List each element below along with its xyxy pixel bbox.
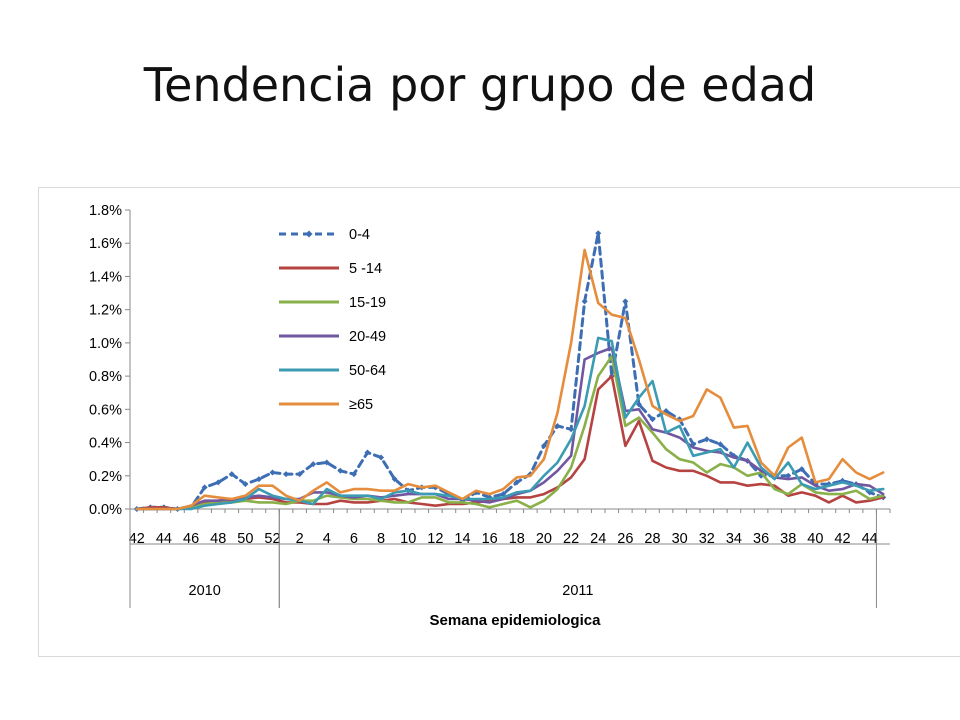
x-tick-label: 16 xyxy=(482,531,498,547)
x-tick-label: 20 xyxy=(536,531,552,547)
year-label: 2010 xyxy=(189,583,221,599)
legend-label: 15-19 xyxy=(349,295,386,311)
data-point-marker xyxy=(337,467,344,474)
x-tick-label: 42 xyxy=(834,531,850,547)
data-point-marker xyxy=(540,442,547,449)
x-tick-label: 8 xyxy=(377,531,385,547)
chart-axes: 0.0% 0.2% 0.4% 0.6% 0.8% 1.0% 1.2% 1.4% 1.6% 1.8%… xyxy=(89,203,891,608)
y-tick-label: 1.8% xyxy=(89,203,122,219)
data-point-marker xyxy=(622,298,629,305)
x-tick-label: 10 xyxy=(400,531,416,547)
y-tick-label: 1.6% xyxy=(89,236,122,252)
data-point-marker xyxy=(310,461,317,468)
x-tick-label: 40 xyxy=(807,531,823,547)
series-line-0 xyxy=(135,231,885,511)
x-tick-label: 42 xyxy=(129,531,145,547)
series-line-4 xyxy=(135,336,885,511)
y-tick-label: 0.4% xyxy=(89,436,122,452)
data-point-marker xyxy=(255,476,262,483)
chart-frame: 0.0% 0.2% 0.4% 0.6% 0.8% 1.0% 1.2% 1.4% 1.6% 1.8%… xyxy=(38,187,960,657)
series-line-5 xyxy=(135,248,885,511)
x-tick-label: 12 xyxy=(427,531,443,547)
data-point-marker xyxy=(568,426,575,433)
x-tick-label: 48 xyxy=(210,531,226,547)
data-point-marker xyxy=(269,469,276,476)
chart-legend: 0-4 5 -14 15-19 20-49 50-64 ≥65 xyxy=(279,227,386,413)
x-tick-label: 2 xyxy=(296,531,304,547)
y-tick-label: 1.4% xyxy=(89,269,122,285)
x-tick-label: 52 xyxy=(264,531,280,547)
series-line-3 xyxy=(135,346,885,511)
year-label: 2011 xyxy=(562,583,593,599)
x-tick-label: 46 xyxy=(183,531,199,547)
data-point-marker xyxy=(554,422,561,429)
data-point-marker xyxy=(391,476,398,483)
data-point-marker xyxy=(364,449,371,456)
x-tick-label: 28 xyxy=(644,531,660,547)
data-point-marker xyxy=(649,416,656,423)
legend-label: ≥65 xyxy=(349,397,373,413)
series-line-2 xyxy=(135,354,885,511)
x-tick-label: 50 xyxy=(237,531,253,547)
data-point-marker xyxy=(283,471,290,478)
y-tick-label: 1.0% xyxy=(89,336,122,352)
line-chart: 0.0% 0.2% 0.4% 0.6% 0.8% 1.0% 1.2% 1.4% 1.6% 1.8%… xyxy=(89,203,891,629)
y-tick-label: 0.0% xyxy=(89,502,122,518)
x-tick-label: 34 xyxy=(726,531,742,547)
x-tick-label: 44 xyxy=(156,531,172,547)
x-tick-label: 26 xyxy=(617,531,633,547)
x-tick-label: 4 xyxy=(323,531,331,547)
x-tick-label: 22 xyxy=(563,531,579,547)
legend-label: 0-4 xyxy=(349,227,370,243)
data-point-marker xyxy=(228,471,235,478)
data-point-marker xyxy=(296,471,303,478)
x-tick-label: 30 xyxy=(672,531,688,547)
x-tick-label: 24 xyxy=(590,531,606,547)
x-axis-label: Semana epidemiologica xyxy=(430,612,602,629)
data-point-marker xyxy=(717,441,724,448)
x-tick-label: 36 xyxy=(753,531,769,547)
data-point-marker xyxy=(798,466,805,473)
legend-label: 5 -14 xyxy=(349,261,382,277)
y-tick-label: 1.2% xyxy=(89,303,122,319)
slide-title: Tendencia por grupo de edad xyxy=(143,58,817,112)
x-tick-label: 18 xyxy=(509,531,525,547)
legend-label: 50-64 xyxy=(349,363,386,379)
data-point-marker xyxy=(785,472,792,479)
data-point-marker xyxy=(635,401,642,408)
chart-series xyxy=(133,230,887,512)
data-point-marker xyxy=(215,479,222,486)
legend-label: 20-49 xyxy=(349,329,386,345)
data-point-marker xyxy=(201,484,208,491)
x-tick-label: 38 xyxy=(780,531,796,547)
x-tick-label: 14 xyxy=(454,531,470,547)
x-tick-label: 44 xyxy=(862,531,878,547)
y-tick-label: 0.6% xyxy=(89,402,122,418)
y-tick-label: 0.2% xyxy=(89,469,122,485)
x-tick-label: 32 xyxy=(699,531,715,547)
data-point-marker xyxy=(513,479,520,486)
y-tick-label: 0.8% xyxy=(89,369,122,385)
data-point-marker xyxy=(703,436,710,443)
data-point-marker xyxy=(242,481,249,488)
data-point-marker xyxy=(581,298,588,305)
data-point-marker xyxy=(595,230,602,237)
x-tick-label: 6 xyxy=(350,531,358,547)
data-point-marker xyxy=(378,454,385,461)
data-point-marker xyxy=(323,459,330,466)
data-point-marker xyxy=(350,471,357,478)
legend-marker xyxy=(305,230,313,238)
series-line-1 xyxy=(135,374,885,511)
